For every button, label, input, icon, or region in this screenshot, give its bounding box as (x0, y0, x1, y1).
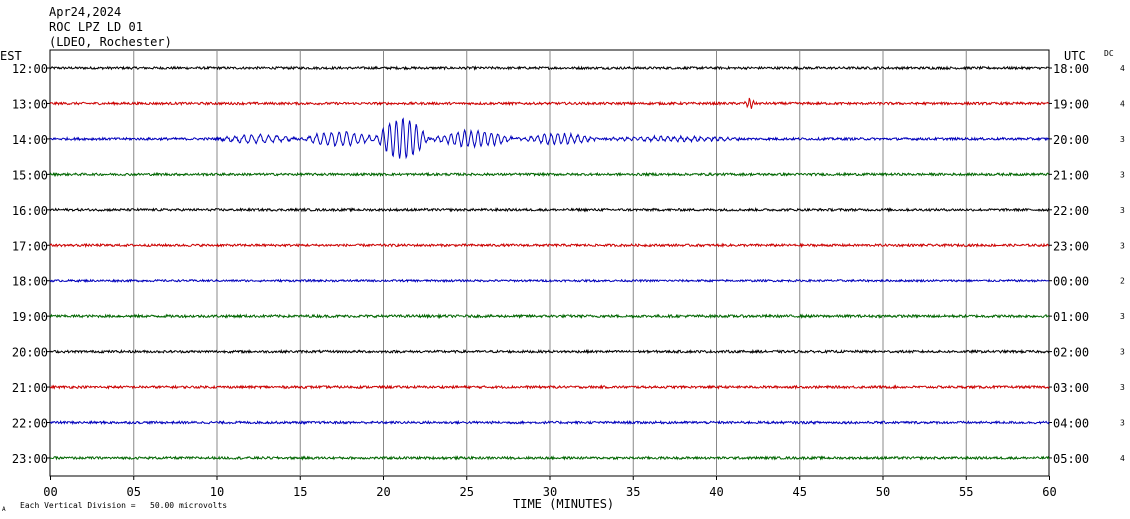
x-tick-label: 50 (876, 485, 890, 499)
dc-value: 3 (1120, 312, 1125, 321)
dc-value: 4 (1120, 99, 1125, 108)
trace-line (49, 65, 1050, 71)
trace-line (49, 384, 1050, 390)
trace-line (49, 242, 1050, 249)
utc-time-label: 18:00 (1053, 62, 1089, 76)
utc-time-label: 04:00 (1053, 417, 1089, 431)
dc-value: 2 (1120, 277, 1125, 286)
x-tick-label: 45 (793, 485, 807, 499)
utc-label: UTC (1064, 49, 1086, 63)
labels: 00 05 10 15 20 25 30 35 40 45 50 55 60 12:00 18:00 4 13:… (12, 62, 1125, 499)
dc-value: 3 (1120, 241, 1125, 250)
x-tick-label: 55 (959, 485, 973, 499)
trace-line (49, 313, 1050, 320)
utc-time-label: 21:00 (1053, 168, 1089, 182)
dc-value: 3 (1120, 206, 1125, 215)
utc-time-label: 22:00 (1053, 204, 1089, 218)
traces (49, 65, 1050, 461)
dc-value: 4 (1120, 64, 1125, 73)
dc-value: 4 (1120, 454, 1125, 463)
x-axis-title: TIME (MINUTES) (513, 497, 614, 511)
est-time-label: 16:00 (12, 204, 48, 218)
x-tick-label: 20 (376, 485, 390, 499)
x-tick-label: 05 (127, 485, 141, 499)
est-time-label: 14:00 (12, 133, 48, 147)
dc-value: 3 (1120, 419, 1125, 428)
utc-time-label: 05:00 (1053, 452, 1089, 466)
x-tick-label: 35 (626, 485, 640, 499)
est-time-label: 23:00 (12, 452, 48, 466)
x-tick-label: 60 (1042, 485, 1056, 499)
utc-time-label: 19:00 (1053, 97, 1089, 111)
header-date: Apr24,2024 (49, 5, 121, 19)
est-time-label: 13:00 (12, 97, 48, 111)
est-time-label: 15:00 (12, 168, 48, 182)
est-time-label: 20:00 (12, 346, 48, 360)
est-label: EST (0, 49, 22, 63)
utc-time-label: 03:00 (1053, 381, 1089, 395)
x-tick-label: 00 (43, 485, 57, 499)
grid (47, 49, 1052, 480)
scale-note: Each Vertical Division = 50.00 microvolt… (20, 501, 227, 510)
trace-line (49, 207, 1050, 213)
dc-value: 3 (1120, 135, 1125, 144)
header-location: (LDEO, Rochester) (49, 35, 172, 49)
header-station: ROC LPZ LD 01 (49, 20, 143, 34)
x-tick-label: 10 (210, 485, 224, 499)
x-tick-label: 25 (460, 485, 474, 499)
utc-time-label: 00:00 (1053, 275, 1089, 289)
trace-line (49, 97, 1050, 109)
est-time-label: 12:00 (12, 62, 48, 76)
est-time-label: 17:00 (12, 239, 48, 253)
utc-time-label: 20:00 (1053, 133, 1089, 147)
utc-time-label: 01:00 (1053, 310, 1089, 324)
x-tick-label: 30 (543, 485, 557, 499)
est-time-label: 21:00 (12, 381, 48, 395)
est-time-label: 19:00 (12, 310, 48, 324)
est-time-label: 22:00 (12, 417, 48, 431)
utc-time-label: 02:00 (1053, 346, 1089, 360)
x-tick-label: 40 (709, 485, 723, 499)
trace-line (49, 171, 1050, 178)
trace-line (49, 348, 1050, 355)
trace-line (49, 419, 1050, 426)
dc-value: 3 (1120, 170, 1125, 179)
trace-line (49, 117, 1050, 160)
utc-time-label: 23:00 (1053, 239, 1089, 253)
dc-value: 3 (1120, 383, 1125, 392)
corner-mark: A (2, 506, 6, 513)
trace-line (49, 278, 1050, 284)
dc-value: 3 (1120, 348, 1125, 357)
trace-line (49, 455, 1050, 461)
x-tick-label: 15 (293, 485, 307, 499)
est-time-label: 18:00 (12, 275, 48, 289)
dc-label: DC (1104, 49, 1114, 58)
